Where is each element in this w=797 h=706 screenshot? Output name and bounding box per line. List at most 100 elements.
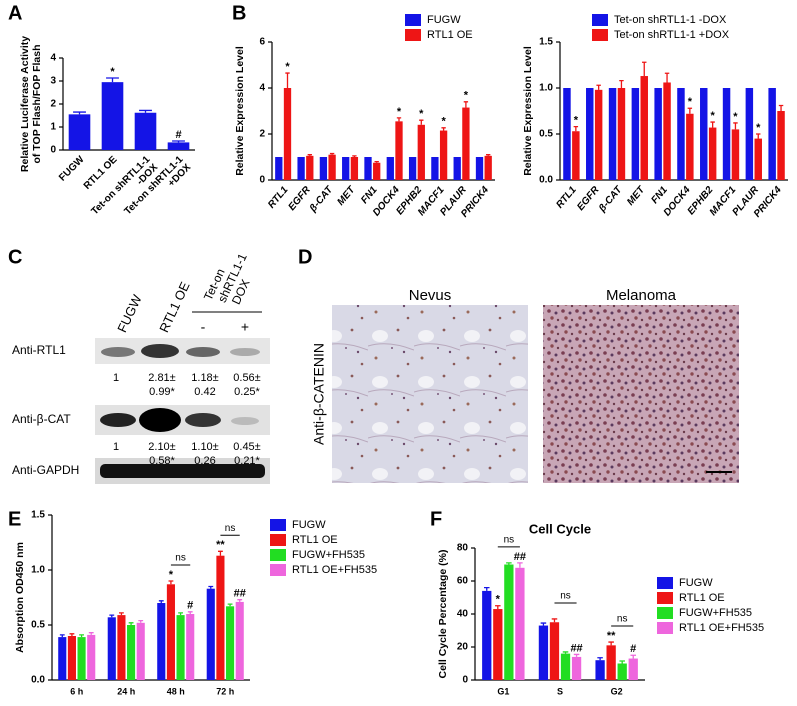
panel-letter: E [8,508,21,530]
bar [572,131,580,180]
significance-label: * [688,96,693,108]
bar [342,157,350,180]
legend-swatch [270,564,286,576]
error-bar [218,550,223,556]
y-tick-label: 40 [457,609,469,620]
y-tick-label: 4 [259,83,265,94]
x-tick-label: β-CAT [596,184,625,215]
bar [617,88,626,180]
error-bar [88,632,94,635]
bar [101,82,124,150]
y-axis-label: Cell Cycle Percentage (%) [437,550,449,679]
dox-label: - [201,319,206,335]
quant-label: 2.81± [148,372,175,384]
bar [563,88,571,180]
x-tick-label: MET [335,184,358,208]
chart-title: Cell Cycle [529,521,591,536]
error-bar [551,618,558,623]
significance-label: * [110,66,115,78]
legend-label: RTL1 OE [679,592,725,604]
quant-label: 2.10± [148,441,175,453]
significance-label: # [175,129,181,141]
y-axis-label: Relative Expression Level [234,46,246,176]
bar [176,615,185,680]
bar [768,88,776,180]
bar [640,76,648,180]
significance-label: * [574,115,579,127]
y-tick-label: 3 [50,76,56,87]
bar [226,606,235,680]
legend-swatch [405,14,421,26]
error-bar [441,127,446,131]
error-bar [495,605,501,610]
error-bar [756,133,761,139]
legend-label: RTL1 OE [292,534,338,546]
legend-swatch [270,534,286,546]
error-bar [208,585,214,589]
error-bar [597,657,603,661]
bar [482,590,492,680]
error-bar [506,562,512,565]
panel-letter: F [430,508,442,530]
bar [538,625,549,680]
bracket-label: ns [617,614,628,625]
bar [127,625,136,680]
error-bar [540,622,547,626]
quant-label: 1 [113,372,119,384]
error-bar [106,77,119,83]
bar [504,564,514,680]
legend-label: RTL1 OE+FH535 [292,564,377,576]
legend-label: FUGW [679,577,713,589]
bar [439,130,448,180]
significance-label: * [397,106,402,118]
x-tick-label: 72 h [216,686,234,696]
bar [77,637,86,680]
bar [166,584,175,680]
legend-label: Tet-on shRTL1-1 -DOX [614,14,727,26]
quant-label: 0.25* [234,386,260,398]
blot-band [100,413,136,427]
bar [364,157,372,180]
ihc-title: Melanoma [606,287,677,304]
bracket-label: ns [225,523,236,534]
ihc-image [543,305,739,483]
y-axis-label: Relative Luciferase Activity [19,36,31,172]
bar [586,88,594,180]
y-axis-label: Relative Expression Level [522,46,534,176]
bar [297,157,305,180]
panel-letter: D [298,246,312,268]
y-axis-label: Absorption OD450 nm [14,542,26,653]
error-bar [517,562,523,568]
error-bar [329,152,335,155]
significance-label: * [756,122,761,134]
x-tick-label: S [557,686,563,696]
bar [275,157,283,180]
significance-label: * [464,90,469,102]
error-bar [73,111,86,115]
legend-swatch [657,592,673,604]
bar [167,142,190,150]
bar [493,609,503,680]
x-tick-label: β-CAT [307,184,336,215]
legend-label: FUGW [427,14,461,26]
error-bar [227,603,233,607]
quant-label: 0.45± [233,441,260,453]
error-bar [237,599,243,602]
error-bar [608,641,614,646]
bar [731,129,740,180]
y-tick-label: 1.0 [31,565,45,576]
error-bar [59,634,65,638]
error-bar [419,119,424,125]
bar [319,157,328,180]
bar [206,588,215,680]
error-bar [285,72,290,88]
y-tick-label: 1 [50,122,56,133]
y-tick-label: 0.5 [31,620,45,631]
error-bar [138,619,144,623]
bar [722,88,731,180]
bar [628,658,638,680]
quant-label: 0.42 [194,386,215,398]
bar [136,622,145,680]
significance-label: ## [234,588,246,600]
